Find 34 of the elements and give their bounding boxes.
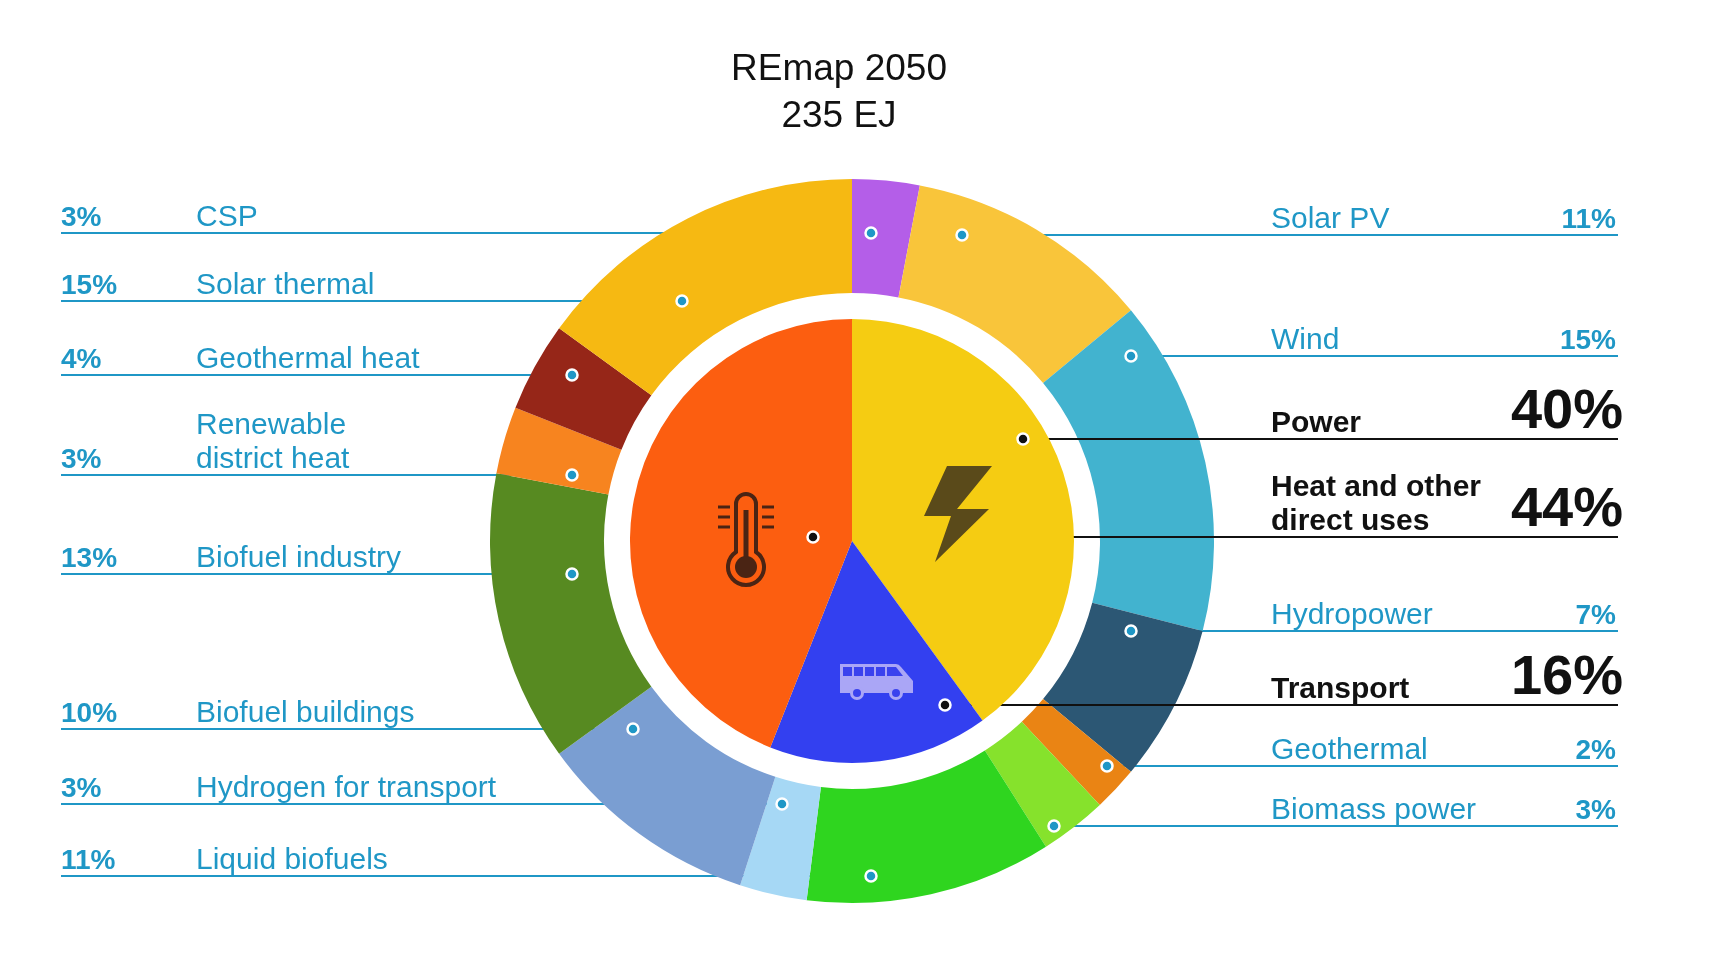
slice-label: Biofuel buildings xyxy=(196,694,415,728)
slice-label: Wind xyxy=(1271,321,1340,355)
data-label: 3% xyxy=(1575,793,1617,825)
data-label: 16% xyxy=(1510,642,1623,706)
slice-label: CSP xyxy=(196,198,258,232)
data-label: 7% xyxy=(1575,598,1617,630)
data-label: 10% xyxy=(61,696,118,728)
chart-subtitle: 235 EJ xyxy=(781,94,897,135)
data-label: 4% xyxy=(61,342,102,374)
data-label: 3% xyxy=(61,200,102,232)
data-label: 3% xyxy=(61,771,102,803)
slice-label: Transport xyxy=(1271,670,1410,704)
slice-label: Heat and other direct uses xyxy=(1271,468,1482,536)
data-label: 11% xyxy=(61,843,116,875)
data-label: 15% xyxy=(1559,323,1617,355)
data-label: 13% xyxy=(61,541,118,573)
data-label: 15% xyxy=(61,268,118,300)
chart-title: REmap 2050 xyxy=(731,47,947,88)
slice-label: Biofuel industry xyxy=(196,539,402,573)
slice-label: Power xyxy=(1271,404,1362,438)
slice-label: Hydrogen for transport xyxy=(196,769,497,803)
data-label: 3% xyxy=(61,442,102,474)
slice-label: Geothermal xyxy=(1271,731,1428,765)
slice-label: Geothermal heat xyxy=(196,340,421,374)
slice-label: Liquid biofuels xyxy=(196,841,388,875)
data-label: 40% xyxy=(1510,376,1623,440)
data-label: 11% xyxy=(1561,202,1617,234)
data-label: 2% xyxy=(1575,733,1617,765)
slice-label: Solar PV xyxy=(1271,200,1390,234)
slice-label: Solar thermal xyxy=(196,266,375,300)
slice-label: Biomass power xyxy=(1271,791,1477,825)
data-label: 44% xyxy=(1510,474,1623,538)
slice-label: Hydropower xyxy=(1271,596,1433,630)
category-label: Renewable district heat xyxy=(196,406,350,474)
